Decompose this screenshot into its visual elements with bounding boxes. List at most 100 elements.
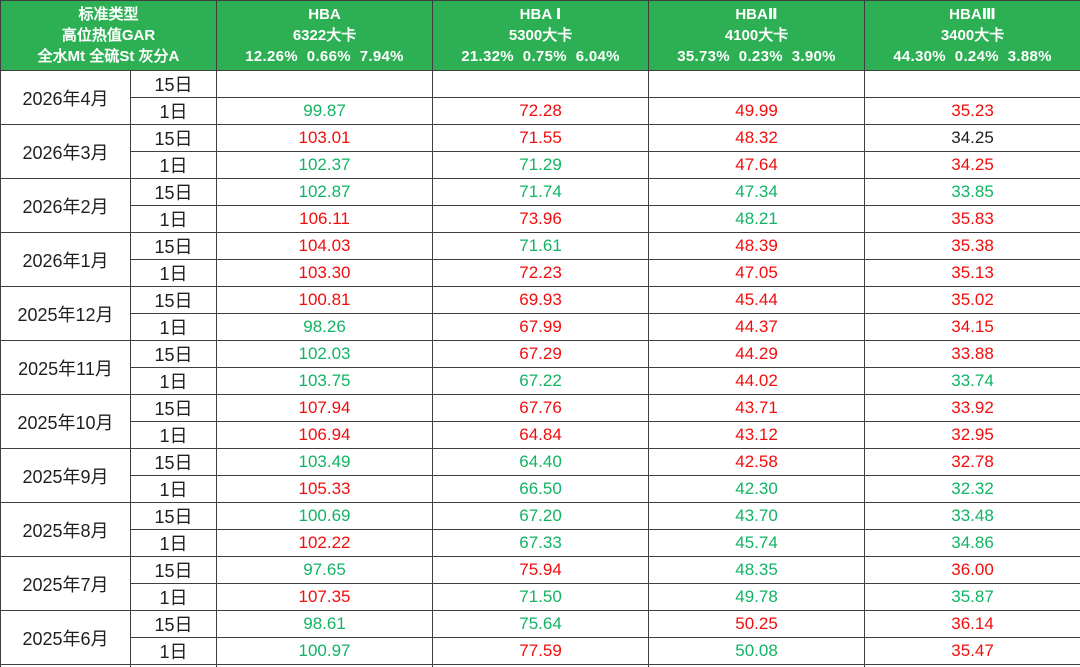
value-cell: 97.65	[216, 556, 434, 584]
data-row: 2026年4月 15日	[0, 70, 1080, 125]
month-cell: 2025年9月	[0, 448, 131, 503]
value-cell: 36.14	[864, 610, 1080, 638]
column-name: HBAⅢ	[949, 6, 996, 23]
data-row: 2026年1月 15日 104.03 71.61 48.39 35.38	[0, 232, 1080, 287]
corner-header: 标准类型 高位热值GAR 全水Mt 全硫St 灰分A	[0, 0, 218, 71]
month-cell: 2025年12月	[0, 286, 131, 341]
data-row: 1日 103.75 67.22 44.02 33.74	[1, 367, 1080, 395]
column-specs: 12.26% 0.66% 7.94%	[245, 48, 404, 65]
column-specs: 21.32% 0.75% 6.04%	[461, 48, 620, 65]
data-row: 2025年8月 15日 100.69 67.20 43.70 33.48	[0, 502, 1080, 557]
day-cell: 15日	[129, 340, 218, 368]
value-cell: 36.00	[864, 556, 1080, 584]
data-row: 1日 106.94 64.84 43.12 32.95	[1, 421, 1080, 449]
month-cell: 2025年11月	[0, 340, 131, 395]
column-specs: 44.30% 0.24% 3.88%	[893, 48, 1052, 65]
value-cell: 67.99	[432, 313, 650, 341]
data-row: 1日 107.35 71.50 49.78 35.87	[1, 583, 1080, 611]
data-row: 2025年11月 15日 102.03 67.29 44.29 33.88	[0, 340, 1080, 395]
value-cell: 44.37	[648, 313, 866, 341]
column-name: HBA	[308, 6, 341, 23]
value-cell: 75.94	[432, 556, 650, 584]
value-cell: 71.61	[432, 232, 650, 260]
value-cell: 49.99	[648, 97, 866, 125]
value-cell: 32.95	[864, 421, 1080, 449]
month-cell: 2025年8月	[0, 502, 131, 557]
data-row: 1日 98.26 67.99 44.37 34.15	[1, 313, 1080, 341]
header-row: 标准类型 高位热值GAR 全水Mt 全硫St 灰分A HBA 6322大卡 12…	[0, 0, 1080, 71]
value-cell: 34.25	[864, 151, 1080, 179]
value-cell: 67.22	[432, 367, 650, 395]
data-row: 1日 106.11 73.96 48.21 35.83	[1, 205, 1080, 233]
value-cell: 64.84	[432, 421, 650, 449]
value-cell: 100.97	[216, 637, 434, 665]
column-name: HBAⅡ	[735, 6, 778, 23]
value-cell: 66.50	[432, 475, 650, 503]
value-cell: 102.03	[216, 340, 434, 368]
value-cell: 72.28	[432, 97, 650, 125]
value-cell: 35.38	[864, 232, 1080, 260]
day-cell: 1日	[129, 583, 218, 611]
value-cell: 103.30	[216, 259, 434, 287]
day-cell: 15日	[129, 286, 218, 314]
value-cell: 67.76	[432, 394, 650, 422]
value-cell: 43.71	[648, 394, 866, 422]
day-cell: 15日	[129, 556, 218, 584]
value-cell: 98.26	[216, 313, 434, 341]
value-cell: 69.93	[432, 286, 650, 314]
day-cell: 15日	[129, 610, 218, 638]
value-cell: 42.30	[648, 475, 866, 503]
day-cell: 1日	[129, 367, 218, 395]
value-cell: 48.21	[648, 205, 866, 233]
value-cell: 35.47	[864, 637, 1080, 665]
value-cell: 34.86	[864, 529, 1080, 557]
day-cell: 1日	[129, 205, 218, 233]
day-cell: 15日	[129, 70, 218, 98]
value-cell: 67.20	[432, 502, 650, 530]
column-header-hba3: HBAⅢ 3400大卡 44.30% 0.24% 3.88%	[864, 0, 1080, 71]
value-cell: 33.85	[864, 178, 1080, 206]
value-cell	[648, 70, 866, 98]
value-cell: 102.87	[216, 178, 434, 206]
value-cell: 107.35	[216, 583, 434, 611]
value-cell: 35.02	[864, 286, 1080, 314]
day-cell: 15日	[129, 448, 218, 476]
value-cell: 71.50	[432, 583, 650, 611]
value-cell: 34.15	[864, 313, 1080, 341]
value-cell: 32.78	[864, 448, 1080, 476]
column-kcal: 3400大卡	[940, 27, 1005, 44]
month-cell: 2025年10月	[0, 394, 131, 449]
data-row: 2026年3月 15日 103.01 71.55 48.32 34.25	[0, 124, 1080, 179]
month-cell: 2026年1月	[0, 232, 131, 287]
value-cell: 106.94	[216, 421, 434, 449]
value-cell: 47.34	[648, 178, 866, 206]
data-row: 2025年10月 15日 107.94 67.76 43.71 33.92	[0, 394, 1080, 449]
value-cell: 35.13	[864, 259, 1080, 287]
value-cell: 33.74	[864, 367, 1080, 395]
value-cell: 64.40	[432, 448, 650, 476]
value-cell: 44.02	[648, 367, 866, 395]
value-cell: 103.75	[216, 367, 434, 395]
value-cell: 50.25	[648, 610, 866, 638]
value-cell: 35.87	[864, 583, 1080, 611]
value-cell: 43.12	[648, 421, 866, 449]
day-cell: 1日	[129, 97, 218, 125]
day-cell: 1日	[129, 313, 218, 341]
value-cell: 45.44	[648, 286, 866, 314]
corner-header-gar: 高位热值GAR	[61, 27, 156, 44]
value-cell: 75.64	[432, 610, 650, 638]
month-cell: 2025年7月	[0, 556, 131, 611]
value-cell: 47.05	[648, 259, 866, 287]
value-cell: 103.49	[216, 448, 434, 476]
value-cell: 71.55	[432, 124, 650, 152]
column-name: HBA Ⅰ	[519, 6, 562, 23]
value-cell: 48.35	[648, 556, 866, 584]
value-cell: 35.23	[864, 97, 1080, 125]
day-cell: 1日	[129, 475, 218, 503]
value-cell: 104.03	[216, 232, 434, 260]
month-cell: 2025年6月	[0, 610, 131, 665]
value-cell: 71.29	[432, 151, 650, 179]
day-cell: 1日	[129, 421, 218, 449]
value-cell: 35.83	[864, 205, 1080, 233]
